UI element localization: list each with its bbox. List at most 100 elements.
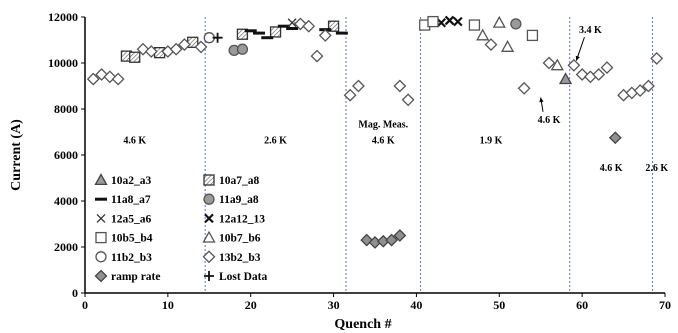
legend-item: 13b2_b3 xyxy=(202,250,261,264)
data-point-13b2-b3 xyxy=(517,81,531,95)
data-point-10a2-a3 xyxy=(558,72,573,85)
axes: 0 2000 4000 6000 8000 10000 12000 0 10 20 30 40 50 60… xyxy=(9,10,671,332)
legend-item: 11b2_b3 xyxy=(95,251,152,264)
data-point-13b2-b3 xyxy=(650,51,664,65)
legend-label: Lost Data xyxy=(219,271,267,283)
y-tick-label: 10000 xyxy=(48,56,78,70)
data-point-12a5-a6 xyxy=(287,18,297,28)
legend-marker xyxy=(203,174,215,186)
data-point-13b2-b3 xyxy=(600,61,614,75)
data-point-10a7-a8 xyxy=(269,26,282,38)
regime-divider-lines xyxy=(204,17,654,293)
legend-label: 10b5_b4 xyxy=(111,233,153,245)
data-point-12a12-13 xyxy=(453,16,463,27)
legend: 10a2_a3 10a7_a8 11a8_a7 11a9_a8 12a5_a6 12a12… xyxy=(94,173,267,283)
legend-item: 11a8_a7 xyxy=(95,194,151,206)
data-point-ramp-rate xyxy=(608,131,622,145)
data-point-10b5-b4 xyxy=(526,29,539,42)
annotations: 4.6 K 2.6 K Mag. Meas. 4.6 K 1.9 K 3.4 K 4.6 K… xyxy=(123,25,668,174)
data-point-lost-data xyxy=(212,32,223,43)
legend-marker xyxy=(95,231,107,244)
data-point-10b5-b4 xyxy=(427,15,439,28)
y-tick-label: 2000 xyxy=(54,240,78,254)
data-point-13b2-b3 xyxy=(86,72,100,86)
annotation-label: Mag. Meas. xyxy=(358,119,408,130)
data-point-13b2-b3 xyxy=(318,28,332,42)
legend-label: 13b2_b3 xyxy=(219,252,261,264)
legend-item: 10a7_a8 xyxy=(203,174,260,187)
annotation-label: 1.9 K xyxy=(480,136,503,147)
data-point-13b2-b3 xyxy=(111,72,125,86)
annotation-label: 4.6 K xyxy=(600,163,623,174)
legend-item: 10b5_b4 xyxy=(95,231,153,245)
y-tick-label: 12000 xyxy=(48,10,78,24)
data-point-12a12-13 xyxy=(444,15,455,26)
y-tick-label: 0 xyxy=(72,286,78,300)
legend-label: 11a9_a8 xyxy=(219,194,259,206)
legend-marker xyxy=(94,269,108,283)
data-point-13b2-b3 xyxy=(352,79,365,93)
data-point-13b2-b3 xyxy=(567,58,581,72)
x-axis-label: Quench # xyxy=(334,317,391,332)
y-tick-label: 8000 xyxy=(54,102,78,116)
legend-marker xyxy=(204,271,214,281)
legend-label: 12a5_a6 xyxy=(111,213,152,225)
x-tick-label: 70 xyxy=(659,298,671,312)
data-point-13b2-b3 xyxy=(401,93,415,107)
data-point-10a7-a8 xyxy=(327,20,340,32)
x-tick-label: 40 xyxy=(410,298,422,312)
data-point-13b2-b3 xyxy=(178,38,191,52)
data-point-11a9-a8 xyxy=(236,43,249,55)
y-tick-label: 6000 xyxy=(54,148,78,162)
annotation-label: 4.6 K xyxy=(538,115,561,126)
legend-item: 10a2_a3 xyxy=(94,173,152,187)
x-tick-label: 0 xyxy=(82,298,88,312)
legend-label: 11b2_b3 xyxy=(111,252,152,264)
legend-label: ramp rate xyxy=(111,271,161,283)
legend-item: 12a12_13 xyxy=(204,213,265,225)
annotation-arrowhead xyxy=(575,55,580,61)
data-point-10b5-b4 xyxy=(468,19,481,31)
data-point-13b2-b3 xyxy=(169,42,183,56)
data-point-11a9-a8 xyxy=(510,18,522,30)
data-point-13b2-b3 xyxy=(310,49,324,63)
data-point-13b2-b3 xyxy=(194,40,208,54)
y-axis-label: Current (A) xyxy=(9,119,24,191)
y-tick-label: 4000 xyxy=(54,194,78,208)
legend-label: 10a7_a8 xyxy=(219,175,260,187)
legend-item: 10b7_b6 xyxy=(202,230,261,245)
data-point-13b2-b3 xyxy=(302,19,316,33)
legend-label: 12a12_13 xyxy=(219,213,265,225)
data-point-13b2-b3 xyxy=(633,84,647,98)
legend-marker xyxy=(204,213,214,224)
annotation-label: 2.6 K xyxy=(264,136,287,147)
data-point-10b7-b6 xyxy=(500,40,515,52)
data-point-10a7-a8 xyxy=(129,51,141,63)
x-tick-label: 60 xyxy=(576,298,588,312)
annotation-label: 3.4 K xyxy=(579,25,602,36)
annotation-label: 4.6 K xyxy=(123,136,146,147)
x-tick-label: 30 xyxy=(328,298,340,312)
legend-label: 10b7_b6 xyxy=(219,233,261,245)
data-point-13b2-b3 xyxy=(484,38,498,52)
data-point-10b7-b6 xyxy=(476,28,490,41)
data-point-13b2-b3 xyxy=(144,45,158,58)
legend-label: 11a8_a7 xyxy=(111,194,151,206)
legend-marker xyxy=(94,173,108,186)
data-point-13b2-b3 xyxy=(343,88,357,102)
legend-marker xyxy=(202,250,216,264)
x-tick-label: 20 xyxy=(245,298,257,312)
data-point-10b7-b6 xyxy=(492,15,506,28)
legend-marker xyxy=(95,251,107,263)
data-point-13b2-b3 xyxy=(542,56,556,70)
data-point-13b2-b3 xyxy=(592,68,606,81)
annotation-label: 2.6 K xyxy=(645,163,668,174)
legend-marker xyxy=(202,230,216,243)
annotation-label: 4.6 K xyxy=(372,136,395,147)
legend-label: 10a2_a3 xyxy=(111,175,152,187)
data-points xyxy=(86,15,664,249)
data-point-10b7-b6 xyxy=(550,58,564,71)
annotation-arrowhead xyxy=(539,97,544,103)
legend-item: 11a9_a8 xyxy=(203,193,259,206)
legend-marker xyxy=(96,213,106,223)
